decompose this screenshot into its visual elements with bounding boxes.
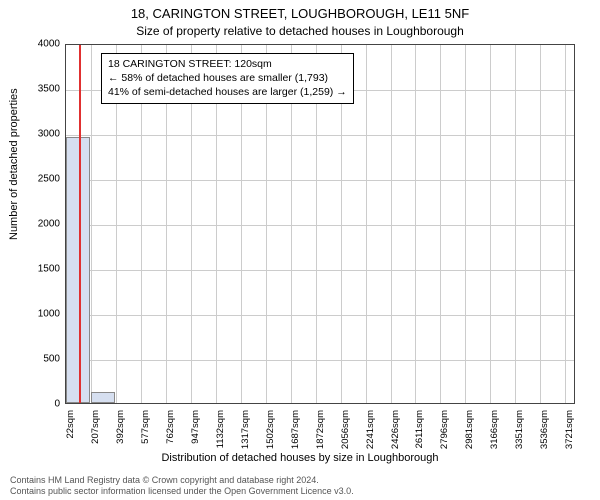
x-tick-label: 1872sqm (315, 410, 326, 460)
gridline-v (490, 45, 491, 403)
annotation-box: 18 CARINGTON STREET: 120sqm← 58% of deta… (101, 53, 354, 104)
gridline-h (66, 360, 574, 361)
x-tick-label: 2056sqm (340, 410, 351, 460)
gridline-v (415, 45, 416, 403)
histogram-bar (91, 392, 115, 403)
gridline-h (66, 225, 574, 226)
x-tick-label: 3536sqm (539, 410, 550, 460)
attribution-line1: Contains HM Land Registry data © Crown c… (10, 475, 590, 487)
attribution-text: Contains HM Land Registry data © Crown c… (10, 475, 590, 498)
y-axis-label: Number of detached properties (8, 88, 20, 240)
x-tick-label: 762sqm (165, 410, 176, 460)
y-tick-label: 2000 (20, 219, 60, 230)
annotation-line: ← 58% of detached houses are smaller (1,… (108, 71, 347, 85)
y-tick-label: 1000 (20, 309, 60, 320)
chart-title-sub: Size of property relative to detached ho… (0, 24, 600, 38)
gridline-v (440, 45, 441, 403)
x-tick-label: 2426sqm (390, 410, 401, 460)
y-tick-label: 500 (20, 354, 60, 365)
y-tick-label: 3500 (20, 84, 60, 95)
marker-line (79, 45, 81, 403)
x-tick-label: 577sqm (140, 410, 151, 460)
x-tick-label: 2796sqm (439, 410, 450, 460)
x-tick-label: 2241sqm (365, 410, 376, 460)
gridline-h (66, 315, 574, 316)
x-tick-label: 3351sqm (514, 410, 525, 460)
annotation-line: 41% of semi-detached houses are larger (… (108, 85, 347, 99)
gridline-v (540, 45, 541, 403)
gridline-v (91, 45, 92, 403)
gridline-v (465, 45, 466, 403)
gridline-h (66, 135, 574, 136)
annotation-line: 18 CARINGTON STREET: 120sqm (108, 57, 347, 71)
x-tick-label: 392sqm (115, 410, 126, 460)
gridline-v (366, 45, 367, 403)
x-tick-label: 3166sqm (489, 410, 500, 460)
x-tick-label: 207sqm (90, 410, 101, 460)
gridline-h (66, 270, 574, 271)
chart-plot-area: 18 CARINGTON STREET: 120sqm← 58% of deta… (65, 44, 575, 404)
x-tick-label: 3721sqm (564, 410, 575, 460)
x-tick-label: 1687sqm (290, 410, 301, 460)
gridline-h (66, 180, 574, 181)
gridline-v (565, 45, 566, 403)
gridline-v (391, 45, 392, 403)
y-tick-label: 0 (20, 399, 60, 410)
x-tick-label: 1317sqm (240, 410, 251, 460)
attribution-line2: Contains public sector information licen… (10, 486, 590, 498)
x-tick-label: 1502sqm (265, 410, 276, 460)
x-tick-label: 2981sqm (464, 410, 475, 460)
y-tick-label: 4000 (20, 39, 60, 50)
y-tick-label: 2500 (20, 174, 60, 185)
chart-title-main: 18, CARINGTON STREET, LOUGHBOROUGH, LE11… (0, 6, 600, 21)
x-tick-label: 947sqm (190, 410, 201, 460)
gridline-v (515, 45, 516, 403)
histogram-bar (66, 137, 90, 403)
y-tick-label: 1500 (20, 264, 60, 275)
x-tick-label: 1132sqm (215, 410, 226, 460)
x-tick-label: 22sqm (65, 410, 76, 460)
y-tick-label: 3000 (20, 129, 60, 140)
x-tick-label: 2611sqm (414, 410, 425, 460)
